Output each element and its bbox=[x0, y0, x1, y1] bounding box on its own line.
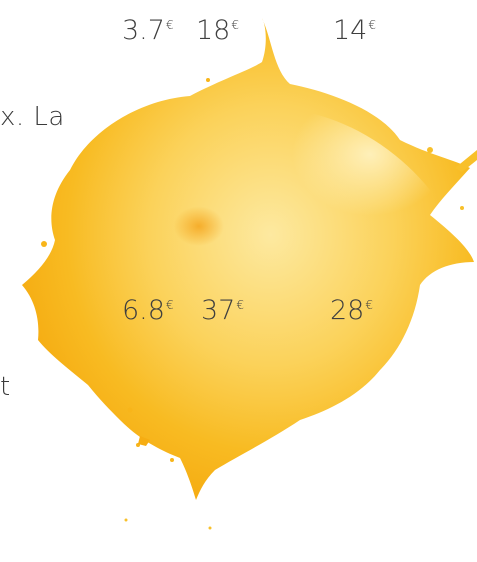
currency-symbol: € bbox=[231, 18, 239, 32]
price-value: 28 bbox=[330, 295, 365, 326]
cropped-body-text-line-2: t bbox=[0, 372, 11, 402]
price-value: 14 bbox=[333, 15, 368, 46]
splatter-dot bbox=[427, 147, 433, 153]
splatter-streak bbox=[138, 436, 150, 446]
price-label: 28€ bbox=[330, 297, 373, 324]
price-value: 3.7 bbox=[122, 15, 165, 46]
price-value: 6.8 bbox=[122, 295, 165, 326]
splatter-dot bbox=[170, 458, 174, 462]
splash-dark-spot bbox=[140, 180, 280, 290]
currency-symbol: € bbox=[236, 298, 244, 312]
cropped-body-text-line-1: x. La bbox=[0, 102, 65, 132]
price-label: 18€ bbox=[196, 17, 239, 44]
splash-highlight bbox=[243, 108, 439, 262]
price-label: 37€ bbox=[201, 297, 244, 324]
price-value: 37 bbox=[201, 295, 236, 326]
currency-symbol: € bbox=[165, 18, 174, 32]
splatter-dot bbox=[41, 241, 47, 247]
currency-symbol: € bbox=[368, 18, 376, 32]
price-label: 6.8€ bbox=[122, 297, 174, 324]
splatter-dot bbox=[206, 78, 210, 82]
splatter-dot bbox=[460, 206, 464, 210]
splatter-dot bbox=[124, 518, 128, 522]
splatter-dot bbox=[127, 407, 133, 413]
splatter-streak bbox=[455, 150, 477, 172]
currency-symbol: € bbox=[365, 298, 373, 312]
price-label: 3.7€ bbox=[122, 17, 174, 44]
currency-symbol: € bbox=[165, 298, 174, 312]
price-value: 18 bbox=[196, 15, 231, 46]
splatter-dot bbox=[208, 526, 212, 530]
price-label: 14€ bbox=[333, 17, 376, 44]
